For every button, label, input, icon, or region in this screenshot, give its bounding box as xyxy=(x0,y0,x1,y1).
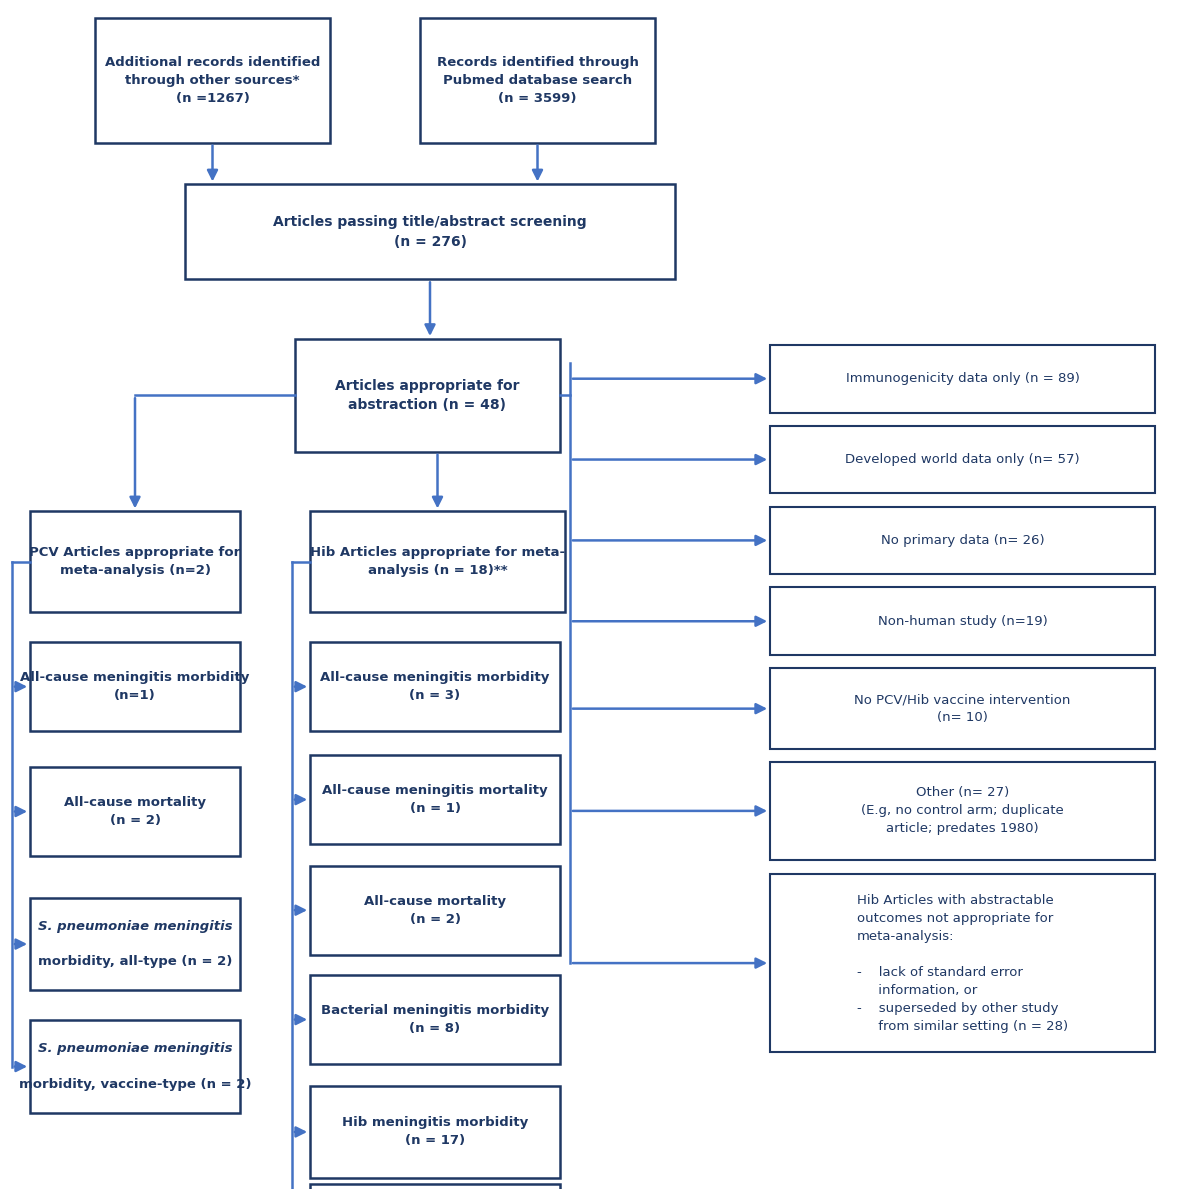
Text: Articles passing title/abstract screening
(n = 276): Articles passing title/abstract screenin… xyxy=(274,215,587,249)
Bar xyxy=(30,898,240,990)
Text: Non-human study (n=19): Non-human study (n=19) xyxy=(877,615,1048,628)
Bar xyxy=(30,511,240,612)
Bar xyxy=(770,874,1154,1052)
Text: S. pneumoniae meningitis: S. pneumoniae meningitis xyxy=(37,920,233,933)
Text: Additional records identified
through other sources*
(n =1267): Additional records identified through ot… xyxy=(104,56,320,105)
Bar xyxy=(310,755,560,844)
Text: Immunogenicity data only (n = 89): Immunogenicity data only (n = 89) xyxy=(846,372,1080,385)
Bar xyxy=(310,511,565,612)
Text: Other (n= 27)
(E.g, no control arm; duplicate
article; predates 1980): Other (n= 27) (E.g, no control arm; dupl… xyxy=(862,786,1064,836)
Bar xyxy=(770,507,1154,574)
Bar xyxy=(770,426,1154,493)
Bar xyxy=(30,1020,240,1113)
Bar xyxy=(770,762,1154,860)
Bar xyxy=(310,866,560,955)
Bar xyxy=(310,975,560,1064)
Text: All-cause mortality
(n = 2): All-cause mortality (n = 2) xyxy=(364,894,506,926)
Text: Hib Articles appropriate for meta-
analysis (n = 18)**: Hib Articles appropriate for meta- analy… xyxy=(310,546,565,578)
Bar xyxy=(770,345,1154,413)
Text: S. pneumoniae meningitis: S. pneumoniae meningitis xyxy=(37,1043,233,1056)
Text: Hib meningitis morbidity
(n = 17): Hib meningitis morbidity (n = 17) xyxy=(342,1116,528,1147)
Bar xyxy=(770,587,1154,655)
Bar xyxy=(770,668,1154,749)
Bar xyxy=(185,184,674,279)
Text: morbidity, vaccine-type (n = 2): morbidity, vaccine-type (n = 2) xyxy=(19,1077,251,1090)
Text: PCV Articles appropriate for
meta-analysis (n=2): PCV Articles appropriate for meta-analys… xyxy=(29,546,241,578)
Text: Bacterial meningitis morbidity
(n = 8): Bacterial meningitis morbidity (n = 8) xyxy=(320,1004,550,1036)
Bar xyxy=(295,339,560,452)
Text: Articles appropriate for
abstraction (n = 48): Articles appropriate for abstraction (n … xyxy=(335,378,520,413)
Text: No PCV/Hib vaccine intervention
(n= 10): No PCV/Hib vaccine intervention (n= 10) xyxy=(854,693,1070,724)
Bar xyxy=(30,767,240,856)
Text: No primary data (n= 26): No primary data (n= 26) xyxy=(881,534,1044,547)
Text: All-cause meningitis morbidity
(n=1): All-cause meningitis morbidity (n=1) xyxy=(20,671,250,703)
Bar xyxy=(95,18,330,143)
Text: All-cause mortality
(n = 2): All-cause mortality (n = 2) xyxy=(64,795,206,828)
Text: morbidity, all-type (n = 2): morbidity, all-type (n = 2) xyxy=(38,955,232,968)
Bar xyxy=(310,1184,560,1189)
Text: Hib Articles with abstractable
outcomes not appropriate for
meta-analysis:

-   : Hib Articles with abstractable outcomes … xyxy=(857,894,1068,1032)
Text: Records identified through
Pubmed database search
(n = 3599): Records identified through Pubmed databa… xyxy=(437,56,638,105)
Text: All-cause meningitis mortality
(n = 1): All-cause meningitis mortality (n = 1) xyxy=(322,784,548,816)
Bar xyxy=(310,642,560,731)
Text: All-cause meningitis morbidity
(n = 3): All-cause meningitis morbidity (n = 3) xyxy=(320,671,550,703)
Bar xyxy=(420,18,655,143)
Text: Developed world data only (n= 57): Developed world data only (n= 57) xyxy=(845,453,1080,466)
Bar xyxy=(30,642,240,731)
Bar xyxy=(310,1086,560,1178)
